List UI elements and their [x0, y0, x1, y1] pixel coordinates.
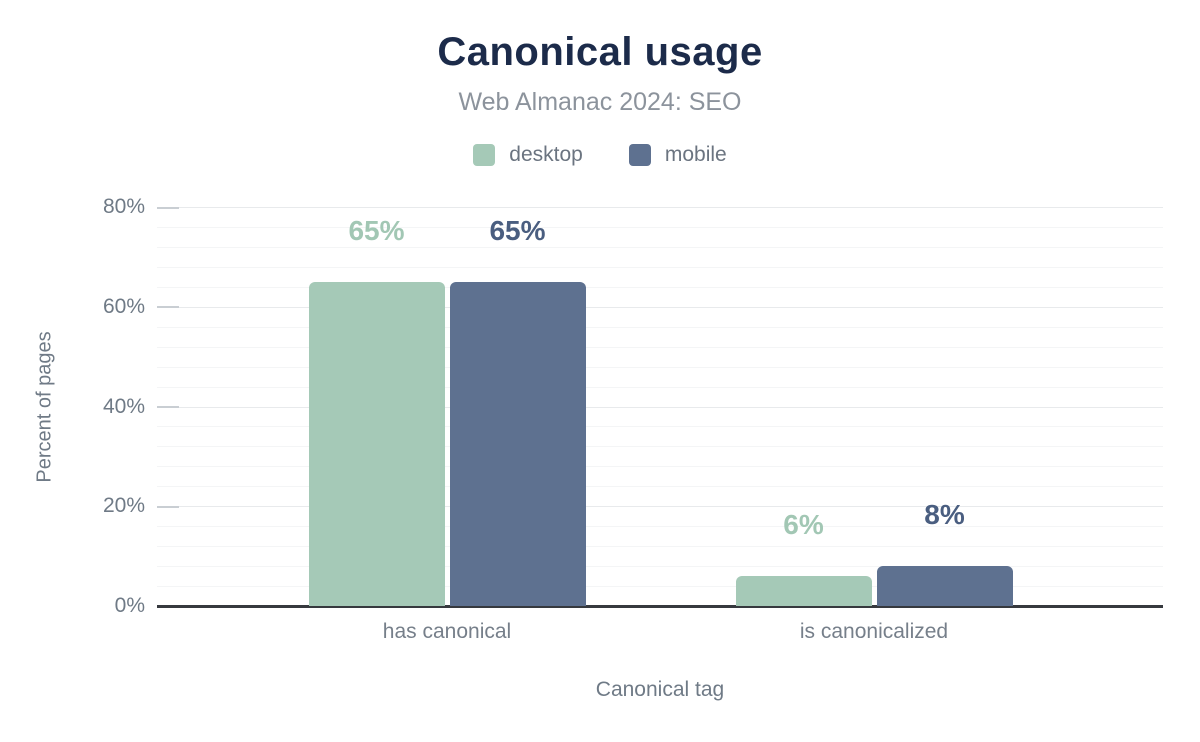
gridline [157, 306, 1163, 308]
x-axis-line [157, 605, 1163, 608]
gridline [157, 366, 1163, 368]
chart-title: Canonical usage [437, 30, 763, 74]
legend-item-mobile[interactable]: mobile [628, 143, 727, 167]
x-category-label-is-canonicalized: is canonicalized [799, 620, 949, 643]
legend-item-desktop[interactable]: desktop [473, 143, 583, 167]
gridline [157, 346, 1163, 348]
bar-value-label: 6% [783, 509, 824, 541]
bar-desktop-has-canonical[interactable] [308, 281, 445, 606]
gridline [157, 286, 1163, 288]
bar-mobile-is-canonicalized[interactable] [876, 566, 1013, 606]
y-tick-label: 20% [102, 494, 145, 518]
gridline [157, 486, 1163, 488]
gridline [157, 446, 1163, 448]
gridline [157, 207, 1163, 208]
bar-value-label: 8% [924, 499, 965, 531]
gridline [157, 406, 1163, 408]
gridline [157, 526, 1163, 528]
desktop-swatch-icon [473, 144, 496, 166]
tick-mark [157, 206, 179, 209]
bar-desktop-is-canonicalized[interactable] [735, 576, 872, 606]
gridline [157, 226, 1163, 228]
gridline [157, 566, 1163, 568]
legend: desktop mobile [0, 141, 1200, 169]
bar-value-label: 65% [348, 214, 405, 246]
tick-mark [157, 505, 179, 508]
gridline [157, 266, 1163, 268]
gridline [157, 386, 1163, 388]
gridline [157, 426, 1163, 428]
tick-mark [157, 306, 179, 309]
gridline [157, 546, 1163, 548]
mobile-swatch-icon [628, 144, 651, 166]
gridline [157, 586, 1163, 588]
bar-value-label: 65% [489, 214, 546, 246]
y-tick-label: 80% [102, 195, 145, 218]
legend-label-desktop: desktop [509, 143, 583, 166]
x-axis-title: Canonical tag [595, 678, 725, 701]
chart-subtitle: Web Almanac 2024: SEO [458, 88, 742, 116]
y-tick-label: 60% [102, 294, 145, 318]
gridline [157, 506, 1163, 508]
x-category-label-has-canonical: has canonical [382, 620, 512, 643]
gridline [157, 466, 1163, 468]
gridline [157, 326, 1163, 328]
legend-label-mobile: mobile [664, 143, 727, 166]
y-tick-label: 40% [102, 394, 145, 418]
y-tick-label: 0% [114, 594, 145, 617]
gridline [157, 246, 1163, 248]
tick-mark [157, 406, 179, 408]
bar-mobile-has-canonical[interactable] [449, 281, 586, 606]
